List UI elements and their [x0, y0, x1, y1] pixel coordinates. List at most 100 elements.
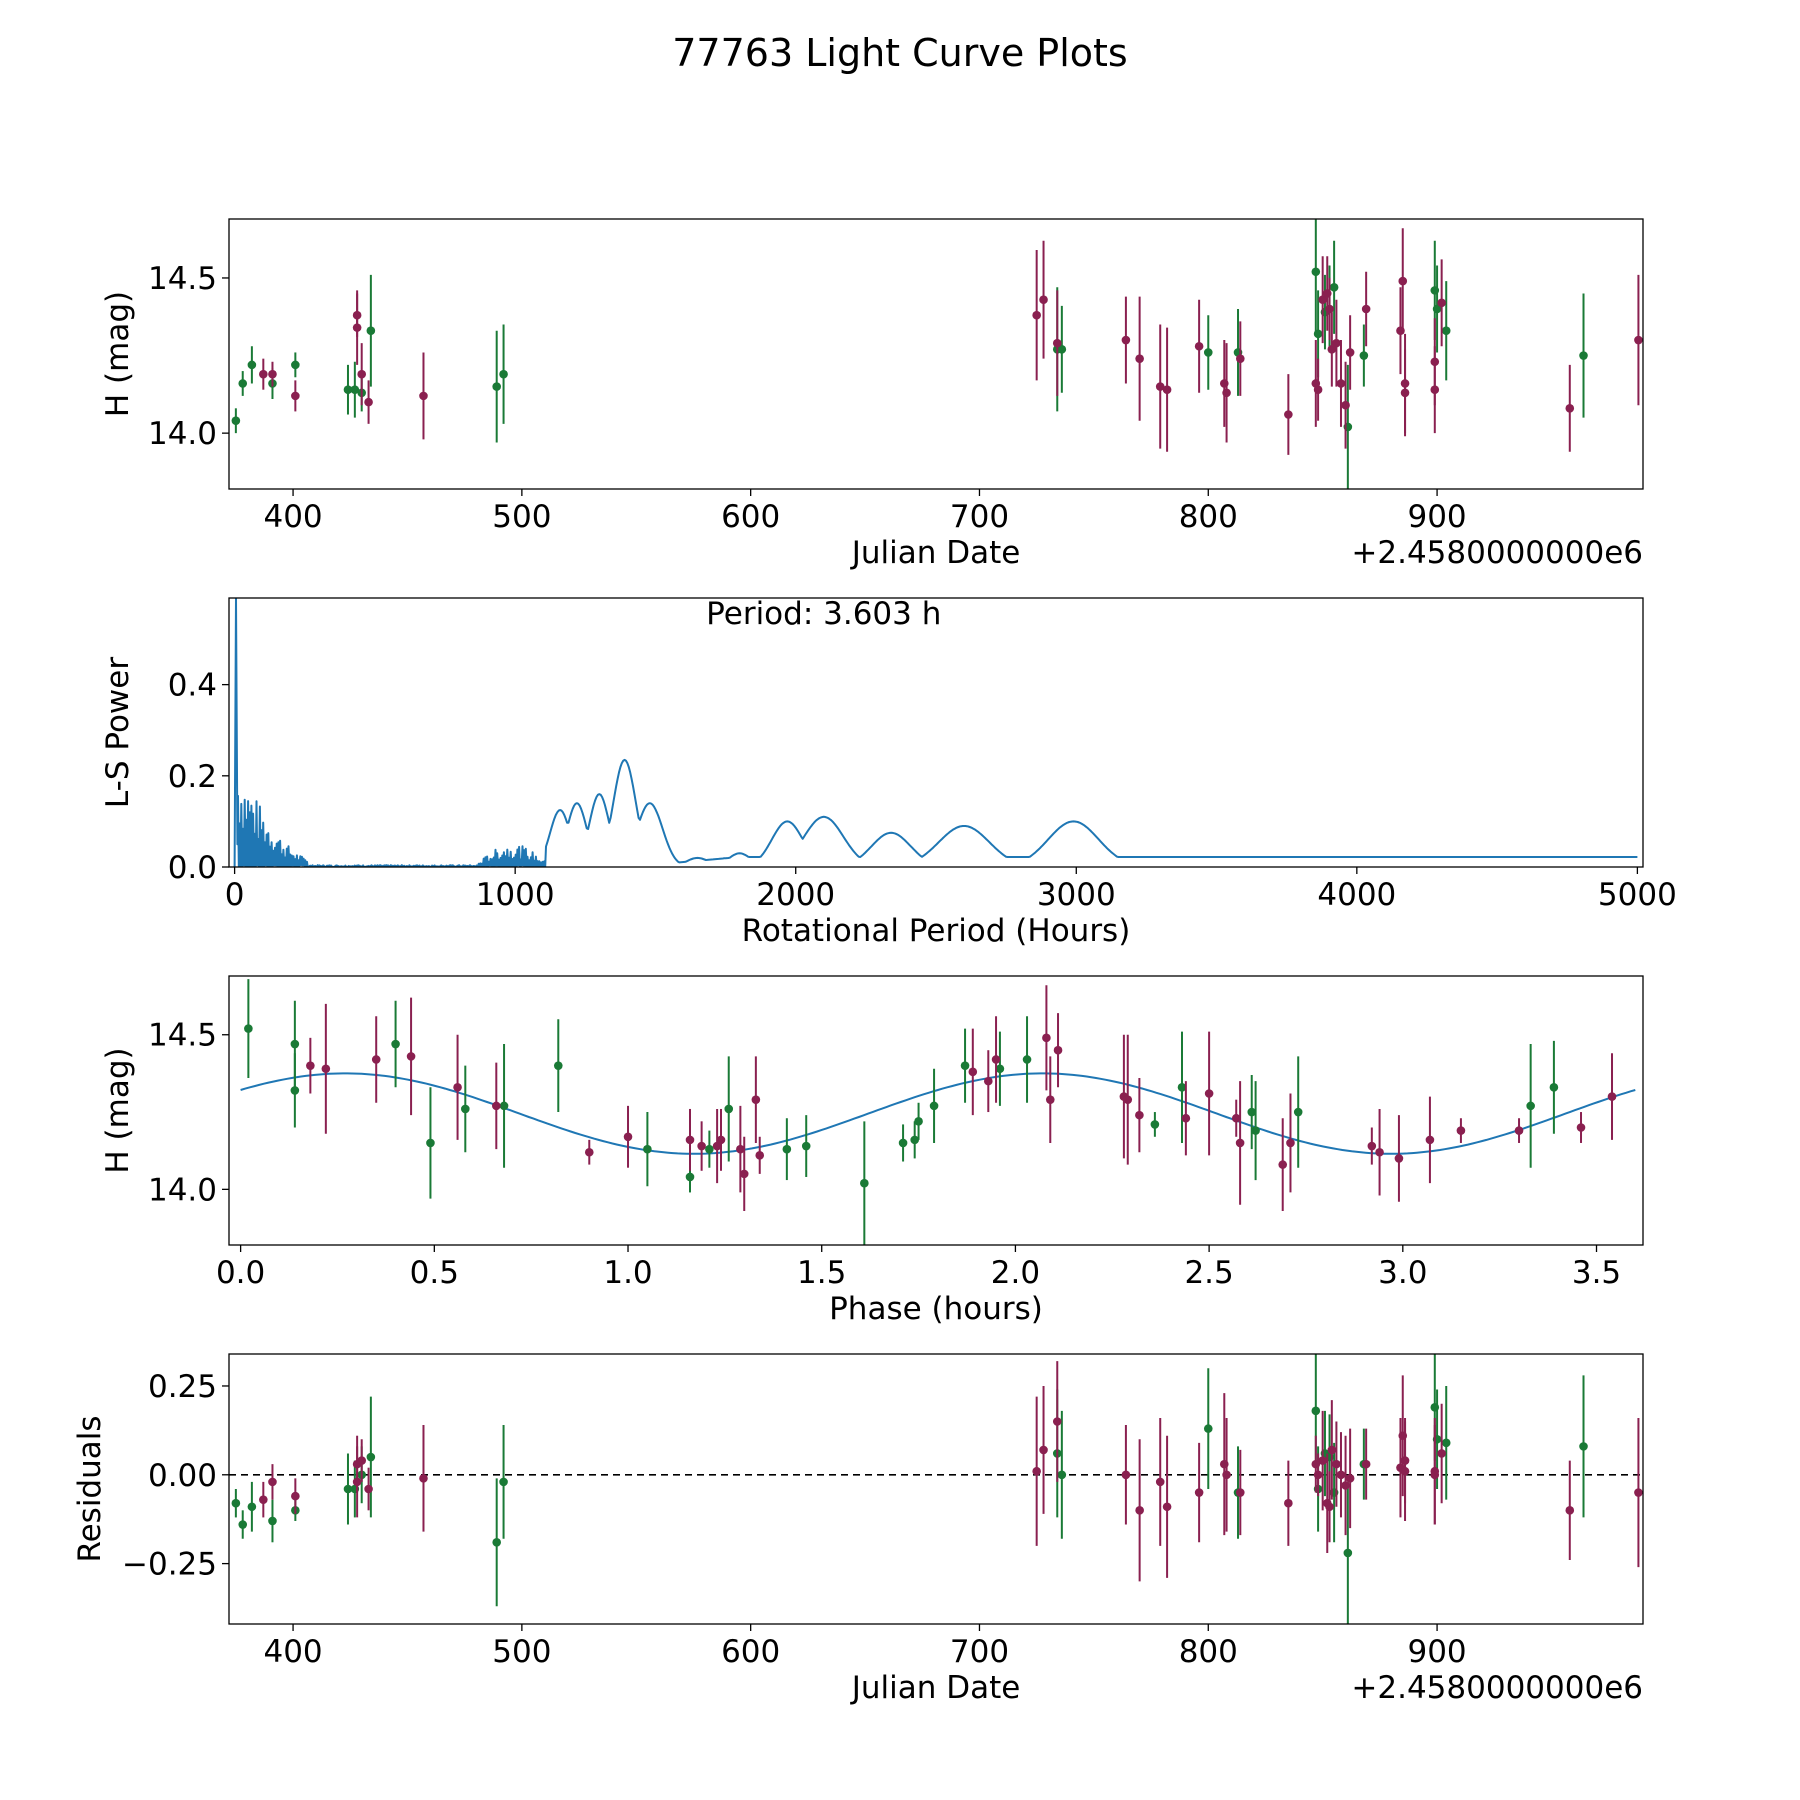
- data-point: [321, 1064, 331, 1074]
- data-point: [1579, 351, 1588, 360]
- data-point: [366, 1452, 376, 1462]
- data-point: [244, 1024, 253, 1033]
- periodogram-panel: 0 1000 2000 3000 4000 5000 0.0 0.2 0.4 Rotationa…: [100, 596, 1677, 949]
- x-tick-label: 0: [225, 877, 245, 913]
- phase-folded-y-axis-label: H (mag): [100, 1047, 136, 1173]
- x-tick-label: 0.5: [410, 1255, 459, 1291]
- data-point: [1150, 1120, 1160, 1129]
- data-point: [238, 379, 248, 388]
- data-point: [1318, 1456, 1327, 1465]
- data-point: [247, 1502, 257, 1512]
- lightcurve-y-axis-label: H (mag): [100, 291, 136, 417]
- data-point: [1177, 1083, 1187, 1092]
- data-point: [1400, 1466, 1410, 1476]
- data-point: [991, 1055, 1001, 1064]
- data-point: [352, 1477, 362, 1487]
- data-point: [1526, 1101, 1535, 1111]
- lightcurve-panel: 400 500 600 700 800 900 14.0 14.5 Julian Date H…: [100, 218, 1644, 571]
- data-point: [1394, 1154, 1404, 1163]
- data-point: [366, 326, 376, 336]
- residuals-y-axis-label: Residuals: [72, 1415, 108, 1562]
- data-point: [1162, 1502, 1172, 1512]
- data-point: [268, 1477, 277, 1487]
- data-point: [960, 1061, 970, 1070]
- data-point: [1032, 1466, 1041, 1476]
- data-point: [499, 369, 508, 379]
- periodogram-marks: [233, 598, 1638, 867]
- data-point: [371, 1055, 381, 1064]
- data-point: [461, 1104, 470, 1114]
- data-point: [1204, 1089, 1214, 1098]
- data-point: [1336, 1470, 1346, 1480]
- data-point: [724, 1104, 734, 1114]
- data-point: [343, 385, 353, 394]
- data-point: [1123, 1095, 1133, 1104]
- data-point: [1432, 304, 1442, 314]
- y-tick-label: −0.25: [122, 1547, 217, 1583]
- phase-folded-marks: [240, 979, 1636, 1245]
- y-tick-label: 0.00: [148, 1458, 217, 1494]
- data-point: [910, 1135, 919, 1145]
- data-point: [1329, 282, 1339, 292]
- data-point: [1318, 295, 1327, 304]
- data-point: [1236, 354, 1245, 363]
- data-point: [860, 1178, 869, 1188]
- data-point: [1222, 1470, 1231, 1480]
- data-point: [1293, 1107, 1303, 1117]
- data-point: [1549, 1083, 1559, 1092]
- data-point: [1194, 1488, 1204, 1497]
- data-point: [1634, 335, 1643, 345]
- data-point: [1042, 1033, 1051, 1043]
- x-tick-label: 3.0: [1378, 1255, 1427, 1291]
- data-point: [1278, 1160, 1288, 1169]
- data-point: [1456, 1126, 1466, 1135]
- x-tick-label: 900: [1407, 499, 1466, 535]
- data-point: [1430, 1470, 1440, 1480]
- x-tick-label: 1.5: [797, 1255, 846, 1291]
- figure-title: 77763 Light Curve Plots: [672, 31, 1127, 75]
- data-point: [1341, 1481, 1350, 1490]
- data-point: [584, 1147, 594, 1157]
- data-point: [929, 1101, 939, 1111]
- data-point: [1057, 1470, 1067, 1480]
- data-point: [291, 360, 300, 370]
- periodogram-x-axis-label: Rotational Period (Hours): [742, 913, 1131, 949]
- data-point: [231, 1498, 241, 1508]
- data-point: [1181, 1113, 1191, 1123]
- residuals-x-offset-label: +2.4580000000e6: [1351, 1670, 1643, 1706]
- data-point: [1222, 388, 1231, 398]
- data-point: [1235, 1138, 1245, 1148]
- data-point: [364, 1484, 373, 1494]
- y-tick-label: 0.4: [168, 668, 217, 704]
- x-tick-label: 0.0: [216, 1255, 265, 1291]
- lightcurve-marks: [231, 219, 1643, 489]
- x-tick-label: 800: [1179, 1634, 1238, 1670]
- x-tick-label: 700: [950, 1634, 1009, 1670]
- data-point: [1607, 1092, 1617, 1101]
- lomb-scargle-power-line: [233, 598, 1638, 867]
- residuals-x-axis-label: Julian Date: [850, 1670, 1021, 1706]
- data-point: [492, 1101, 501, 1111]
- x-tick-label: 400: [263, 1634, 322, 1670]
- phase-folded-panel: 0.0 0.5 1.0 1.5 2.0 2.5 3.0 3.5 14.0 14.5 Phase (…: [100, 975, 1644, 1327]
- lightcurve-x-axis-label: Julian Date: [850, 535, 1021, 571]
- data-point: [1284, 1498, 1293, 1508]
- data-point: [1203, 1424, 1213, 1433]
- residuals-axes-frame: [228, 1353, 1644, 1625]
- data-point: [268, 1516, 277, 1526]
- data-point: [1311, 1406, 1321, 1416]
- data-point: [1284, 410, 1293, 419]
- data-point: [685, 1135, 695, 1145]
- y-tick-label: 14.5: [148, 1018, 217, 1054]
- data-point: [1430, 385, 1440, 394]
- data-point: [1327, 345, 1337, 354]
- data-point: [697, 1141, 706, 1151]
- data-point: [1032, 310, 1041, 320]
- data-point: [1325, 304, 1334, 314]
- data-point: [1231, 1113, 1241, 1123]
- data-point: [751, 1095, 761, 1104]
- x-tick-label: 900: [1407, 1634, 1466, 1670]
- data-point: [1437, 1449, 1446, 1458]
- data-point: [291, 1491, 300, 1501]
